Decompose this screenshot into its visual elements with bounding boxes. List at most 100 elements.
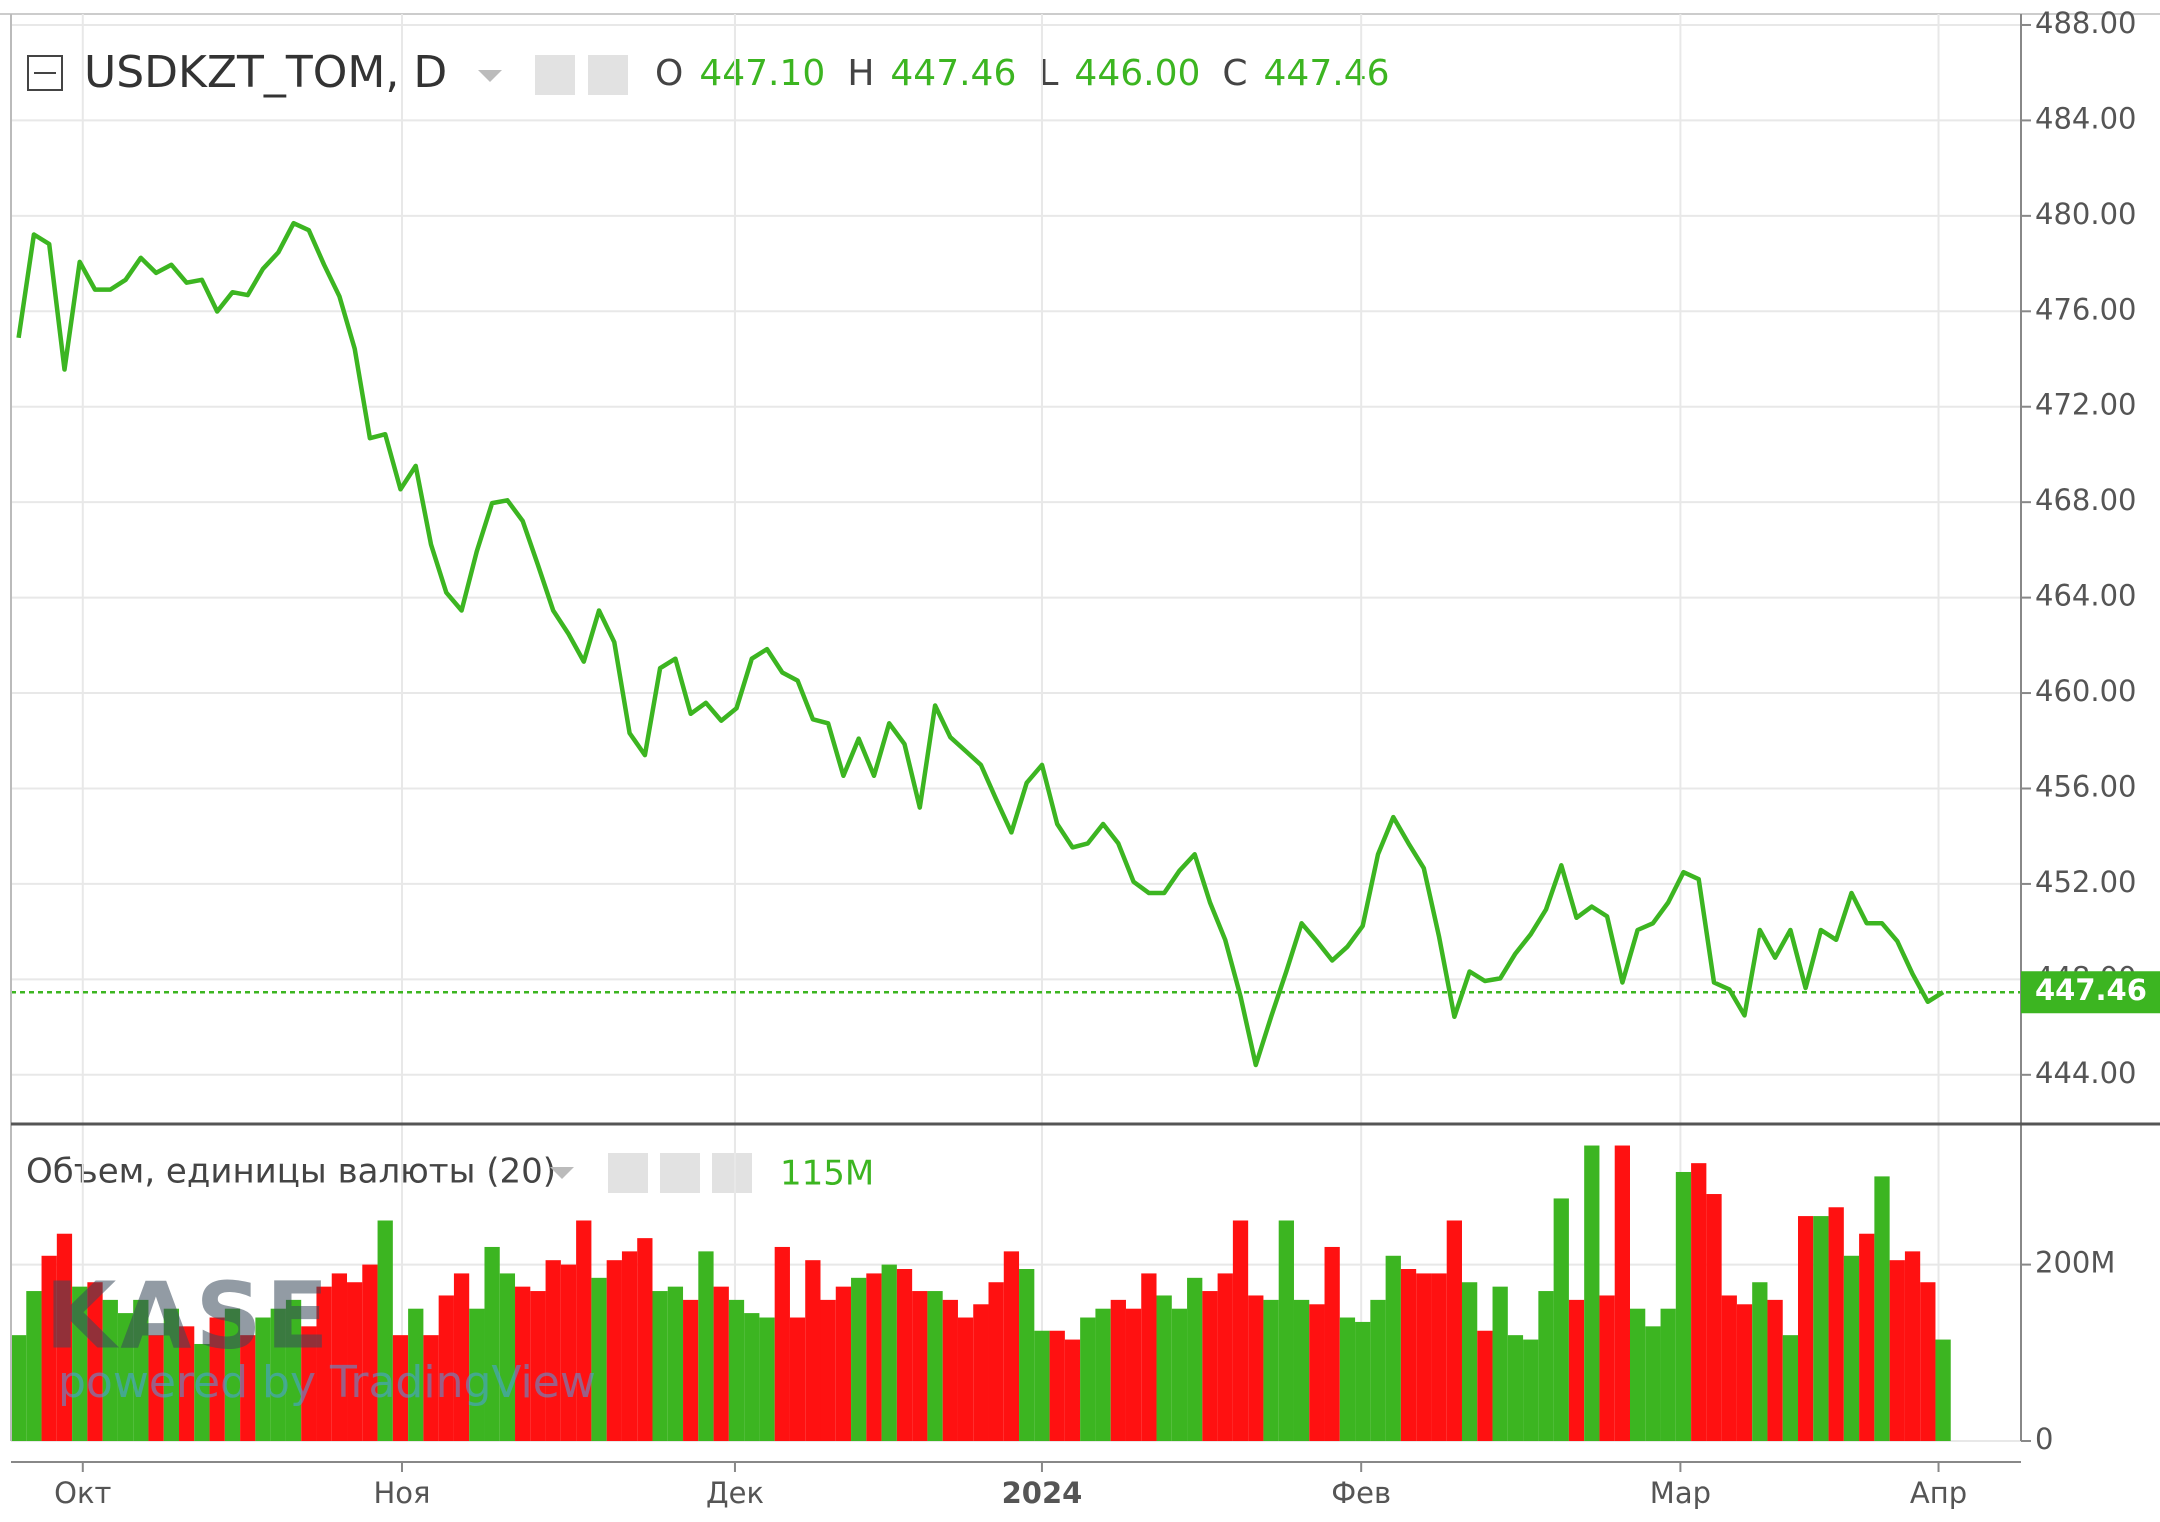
x-tick-label: Фев (1331, 1476, 1391, 1510)
volume-bar (774, 1246, 790, 1441)
volume-bar (301, 1326, 317, 1441)
volume-bar (1553, 1198, 1569, 1441)
marks (11, 220, 1951, 1441)
collapse-icon[interactable] (27, 55, 63, 91)
volume-bar (1828, 1207, 1844, 1441)
ohlc-value: 447.46 (890, 53, 1016, 94)
volume-bar (1339, 1317, 1356, 1441)
volume-bar (1614, 1145, 1630, 1441)
volume-bar (1492, 1286, 1508, 1441)
volume-bar (224, 1308, 241, 1441)
volume-bar (1538, 1291, 1554, 1441)
y-tick-label: 452.00 (2035, 865, 2136, 899)
x-tick-label: 2024 (1002, 1476, 1083, 1510)
volume-bar (1874, 1176, 1890, 1441)
volume-bar (1859, 1233, 1875, 1441)
volume-bar (484, 1246, 500, 1441)
x-tick-label: Апр (1910, 1476, 1967, 1510)
volume-bar (72, 1286, 88, 1441)
volume-bar (728, 1299, 745, 1441)
volume-bar (133, 1299, 149, 1441)
dropdown-icon[interactable] (478, 70, 502, 82)
volume-bar (41, 1255, 57, 1441)
volume-bar (1629, 1308, 1646, 1441)
ohlc-name: H (847, 53, 874, 94)
volume-bar (1584, 1145, 1600, 1441)
volume-bar (942, 1299, 958, 1441)
settings-icon[interactable] (660, 1153, 700, 1193)
ohlc-value: 447.46 (1264, 53, 1390, 94)
dropdown-icon[interactable] (550, 1167, 574, 1179)
volume-bar (1675, 1171, 1692, 1441)
volume-bar (606, 1260, 622, 1441)
eye-icon[interactable] (535, 55, 575, 95)
volume-bar (1446, 1220, 1462, 1441)
volume-bar (927, 1291, 943, 1441)
settings-icon[interactable] (588, 55, 628, 95)
volume-bar (1355, 1321, 1371, 1441)
y-tick-label: 200M (2035, 1246, 2115, 1280)
volume-bar (1798, 1216, 1814, 1441)
y-tick-label: 456.00 (2035, 769, 2136, 803)
y-tick-label: 472.00 (2035, 388, 2136, 422)
volume-bar (713, 1286, 729, 1441)
volume-bar (1095, 1308, 1111, 1441)
volume-bar (1706, 1194, 1722, 1441)
volume-bar (1691, 1163, 1707, 1441)
volume-bar (957, 1317, 974, 1441)
volume-bar (759, 1317, 775, 1441)
y-tick-label: 484.00 (2035, 101, 2136, 135)
volume-bar (1019, 1269, 1035, 1441)
volume-bar (1263, 1299, 1279, 1441)
ohlc-value: 447.10 (699, 53, 825, 94)
x-tick-label: Мар (1650, 1476, 1711, 1510)
y-tick-label: 0 (2035, 1422, 2053, 1456)
y-tick-label: 444.00 (2035, 1056, 2136, 1090)
volume-bar (331, 1273, 348, 1441)
volume-bar (652, 1291, 668, 1441)
close-icon[interactable] (712, 1153, 752, 1193)
volume-bar (637, 1238, 653, 1441)
volume-title: Объем, единицы валюты (20) (26, 1152, 556, 1192)
volume-bar (1507, 1335, 1524, 1441)
volume-bar (560, 1264, 577, 1441)
volume-bar (1049, 1330, 1065, 1441)
volume-bar (408, 1308, 424, 1441)
volume-bar (1064, 1339, 1081, 1441)
ohlc-name: C (1222, 53, 1247, 94)
volume-bar (1385, 1255, 1401, 1441)
volume-bar (423, 1335, 439, 1441)
volume-bar (1309, 1304, 1325, 1441)
eye-icon[interactable] (608, 1153, 648, 1193)
last-price-label: 447.46 (2035, 973, 2147, 1007)
volume-bar (11, 1335, 27, 1441)
volume-bar (1125, 1308, 1142, 1441)
volume-bar (1217, 1273, 1233, 1441)
volume-bar (1034, 1330, 1050, 1441)
volume-bar (1523, 1339, 1539, 1441)
volume-bar (179, 1326, 195, 1441)
volume-bar (744, 1313, 760, 1441)
volume-bar (209, 1317, 225, 1441)
volume-bar (1003, 1251, 1020, 1441)
volume-bar (1202, 1291, 1218, 1441)
volume-bar (1721, 1295, 1737, 1441)
y-tick-label: 464.00 (2035, 579, 2136, 613)
volume-bar (545, 1260, 561, 1441)
x-tick-label: Дек (706, 1476, 764, 1510)
volume-bar (1278, 1220, 1294, 1441)
ohlc-value: 446.00 (1074, 53, 1200, 94)
volume-bar (1935, 1339, 1951, 1441)
volume-bar (835, 1286, 852, 1441)
volume-bar (1782, 1335, 1799, 1441)
y-tick-label: 460.00 (2035, 674, 2136, 708)
volume-bar (1660, 1308, 1676, 1441)
volume-bar (698, 1251, 714, 1441)
volume-current: 115M (780, 1154, 874, 1194)
volume-bar (1324, 1246, 1340, 1441)
volume-bar (453, 1273, 470, 1441)
volume-bar (255, 1317, 271, 1441)
volume-bar (316, 1286, 332, 1441)
